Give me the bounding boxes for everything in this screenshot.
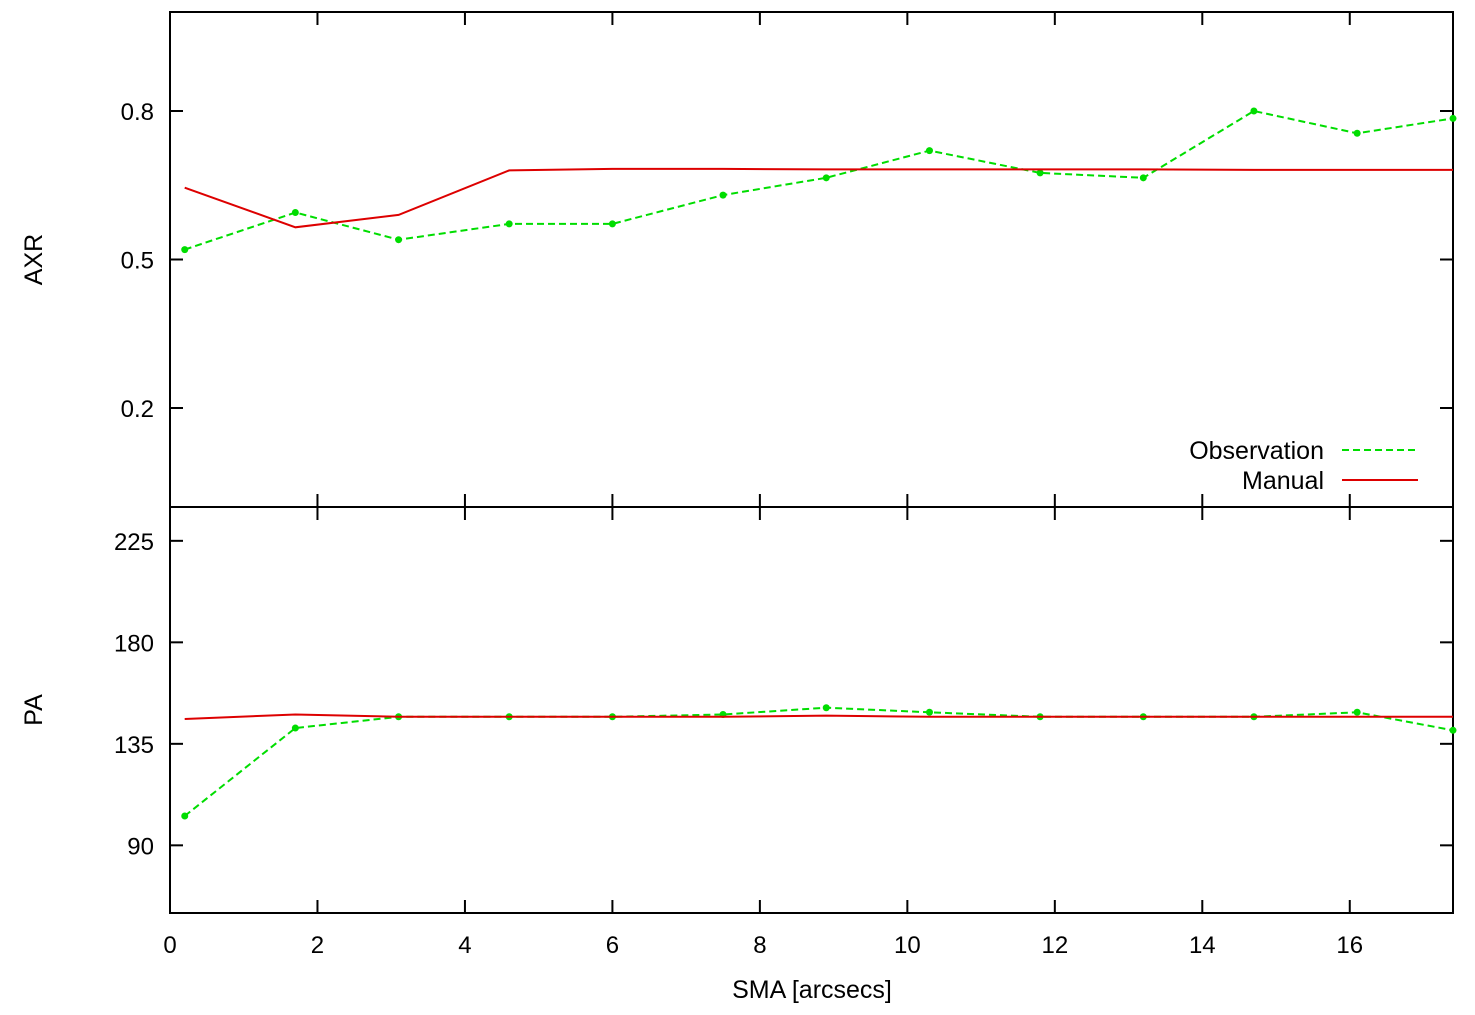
data-point [1353, 129, 1361, 137]
axr-axis-title: AXR [20, 234, 48, 285]
data-point [181, 812, 189, 820]
legend-label: Manual [1242, 467, 1324, 495]
pa-panel: 90 135 180 225 PA [20, 506, 1457, 914]
y-tick-label: 0.2 [121, 396, 154, 423]
data-point [608, 220, 616, 228]
series-line-observation [184, 109, 1454, 251]
series-line-manual [184, 713, 1453, 720]
y-tick-label: 225 [114, 529, 154, 556]
y-tick-label: 0.5 [121, 248, 154, 275]
pa-frame [169, 506, 1454, 914]
x-tick-label: 10 [894, 932, 921, 959]
legend-label: Observation [1189, 437, 1324, 465]
data-point [925, 147, 933, 155]
data-point [925, 708, 933, 716]
x-tick-label: 12 [1041, 932, 1068, 959]
axr-frame [169, 11, 1454, 508]
data-point [719, 191, 727, 199]
data-point [1353, 708, 1361, 716]
x-tick-label: 16 [1336, 932, 1363, 959]
data-point [291, 724, 299, 732]
data-point [822, 704, 830, 712]
data-point [1449, 726, 1457, 734]
data-point [1139, 174, 1147, 182]
y-tick-label: 0.8 [121, 99, 154, 126]
pa-axis-title: PA [20, 694, 48, 726]
series-line-observation [184, 706, 1454, 817]
data-point [395, 236, 403, 244]
x-tick-label: 6 [606, 932, 619, 959]
data-point [505, 220, 513, 228]
y-tick-label: 180 [114, 630, 154, 657]
y-tick-label: 90 [127, 833, 154, 860]
y-tick-label: 135 [114, 732, 154, 759]
x-axis: 0 2 4 6 8 10 12 14 16 [163, 12, 1363, 959]
data-point [291, 208, 299, 216]
x-tick-label: 8 [753, 932, 766, 959]
data-point [181, 246, 189, 254]
data-point [822, 174, 830, 182]
x-axis-title: SMA [arcsecs] [732, 976, 892, 1004]
data-point [1036, 169, 1044, 177]
data-point [1250, 107, 1258, 115]
x-tick-label: 0 [163, 932, 176, 959]
series-line-manual [184, 167, 1453, 229]
x-tick-label: 4 [458, 932, 471, 959]
x-tick-label: 14 [1189, 932, 1216, 959]
x-tick-label: 2 [311, 932, 324, 959]
data-point [1449, 114, 1457, 122]
